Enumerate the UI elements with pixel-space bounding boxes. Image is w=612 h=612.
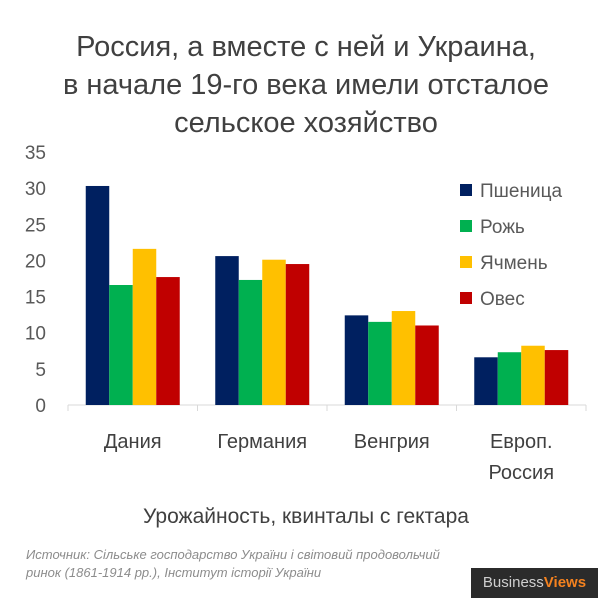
- x-tick-label: Венгрия: [354, 431, 430, 453]
- legend-swatch: [460, 292, 472, 304]
- legend-label: Рожь: [480, 217, 525, 238]
- bar: [132, 248, 157, 405]
- legend-label: Пшеница: [480, 181, 562, 202]
- x-tick-label: Германия: [217, 431, 307, 453]
- y-tick-label: 0: [35, 396, 46, 417]
- businessviews-logo: BusinessViews: [471, 568, 598, 598]
- x-axis-label: Урожайность, квинталы с гектара: [143, 505, 469, 528]
- legend-swatch: [460, 184, 472, 196]
- bar: [544, 350, 569, 405]
- bar: [368, 321, 392, 405]
- source-note: Источник: Сільське господарство України …: [26, 547, 440, 580]
- bar: [285, 264, 310, 405]
- y-tick-label: 15: [25, 288, 46, 309]
- y-tick-label: 5: [35, 360, 46, 381]
- bar: [109, 285, 133, 405]
- chart-title-line: в начале 19-го века имели отсталое: [62, 69, 550, 101]
- x-tick-label: Европ.: [490, 431, 553, 453]
- legend-swatch: [460, 220, 472, 232]
- bar: [156, 277, 180, 405]
- bar: [415, 325, 439, 405]
- logo-views-text: Views: [543, 574, 587, 591]
- logo-business-text: Business: [482, 574, 544, 591]
- bar: [215, 256, 239, 405]
- y-tick-label: 30: [25, 179, 46, 200]
- chart-title-line: сельское хозяйство: [174, 107, 438, 139]
- chart-title-line: Россия, а вместе с ней и Украина,: [76, 31, 536, 63]
- bar: [85, 185, 110, 405]
- y-tick-label: 20: [25, 251, 46, 272]
- bar: [474, 357, 498, 405]
- y-tick-label: 25: [25, 215, 46, 236]
- chart-title: Россия, а вместе с ней и Украина, в нача…: [0, 28, 612, 142]
- x-tick-label: Россия: [488, 462, 554, 484]
- legend-label: Ячмень: [480, 253, 548, 274]
- bar: [344, 315, 369, 405]
- bar-chart: 0 5 10 15 20 25 30 35 Дания Германия Венгрия Европ.…: [25, 143, 587, 484]
- x-tick-label: Дания: [104, 431, 162, 453]
- bar: [238, 279, 263, 405]
- bar: [391, 311, 416, 405]
- legend-swatch: [460, 256, 472, 268]
- legend-label: Овес: [480, 289, 525, 310]
- y-tick-label: 10: [25, 324, 46, 345]
- bar: [521, 345, 545, 405]
- bar: [262, 259, 286, 405]
- y-tick-label: 35: [25, 143, 46, 164]
- bar: [497, 352, 522, 405]
